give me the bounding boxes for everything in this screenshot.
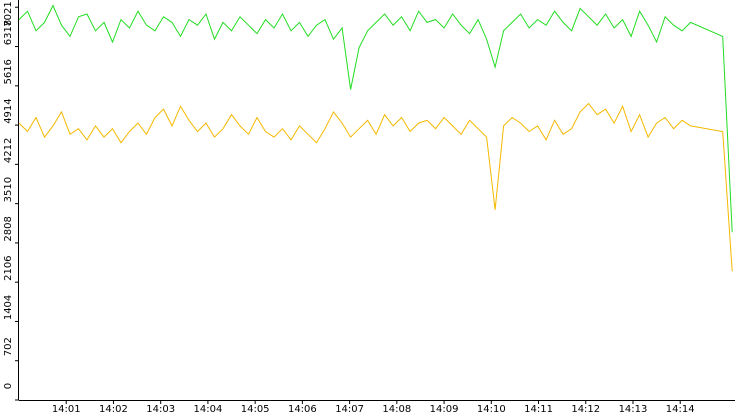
x-tick-label: 14:04 <box>194 404 223 415</box>
y-tick-label: 1404 <box>3 295 14 320</box>
x-tick-label: 14:02 <box>99 404 128 415</box>
y-tick-label: 0 <box>3 383 14 389</box>
x-tick-label: 14:09 <box>430 404 459 415</box>
y-tick-label: 3510 <box>3 177 14 202</box>
y-tick-label: 4914 <box>3 98 14 123</box>
x-tick-label: 14:03 <box>146 404 175 415</box>
data-line <box>18 102 733 272</box>
x-tick-label: 14:11 <box>524 404 553 415</box>
x-tick-label: 14:10 <box>477 404 506 415</box>
y-tick-label: 5616 <box>3 59 14 84</box>
x-tick-label: 14:07 <box>335 404 364 415</box>
y-tick-label: 7021 <box>3 1 14 26</box>
x-tick-label: 14:14 <box>666 404 695 415</box>
x-tick-label: 14:13 <box>619 404 648 415</box>
x-tick-label: 14:06 <box>288 404 317 415</box>
x-tick-label: 14:05 <box>241 404 270 415</box>
y-tick-label: 2808 <box>3 216 14 241</box>
y-tick-label: 6318 <box>3 20 14 45</box>
y-tick-label: 702 <box>3 337 14 356</box>
y-tick-label: 4212 <box>3 138 14 163</box>
data-line <box>18 4 733 233</box>
y-tick-label: 2106 <box>3 255 14 280</box>
x-tick-label: 14:08 <box>382 404 411 415</box>
x-tick-label: 14:01 <box>52 404 81 415</box>
x-tick-label: 14:12 <box>571 404 600 415</box>
